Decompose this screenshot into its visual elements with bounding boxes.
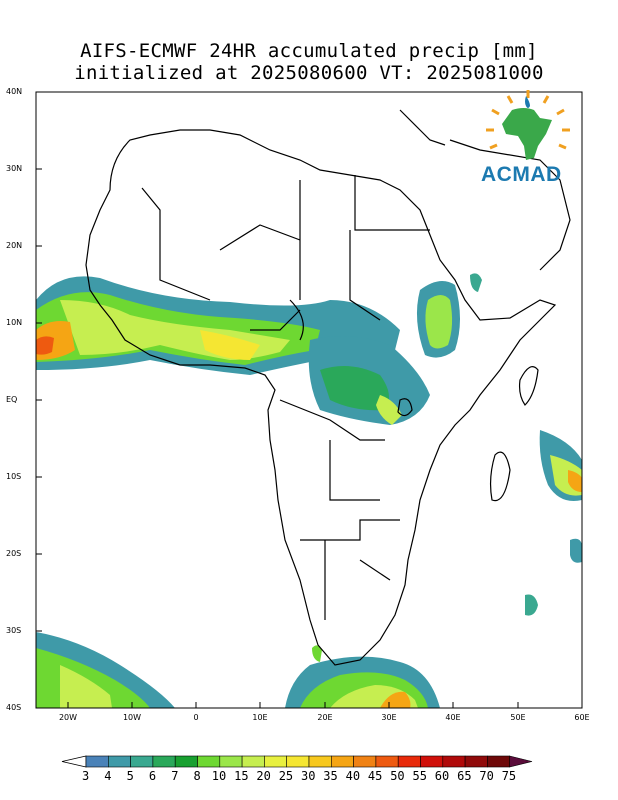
lon-label-0: 0 — [193, 713, 199, 722]
colorbar-label: 30 — [301, 769, 316, 783]
colorbar-swatch — [264, 755, 287, 768]
lon-label-10w: 10W — [122, 713, 142, 722]
colorbar-under-triangle — [61, 755, 87, 768]
colorbar-swatch — [353, 755, 377, 768]
lon-label-60e: 60E — [574, 713, 590, 722]
lon-label-20e: 20E — [317, 713, 333, 722]
lat-label-20s: 20S — [6, 549, 22, 558]
lat-label-40n: 40N — [6, 87, 23, 96]
colorbar-swatch — [219, 755, 243, 768]
colorbar-label: 15 — [234, 769, 249, 783]
acmad-logo-icon — [486, 90, 570, 160]
colorbar-swatch — [330, 755, 354, 768]
colorbar-swatch — [375, 755, 399, 768]
colorbar-swatch — [130, 755, 154, 768]
colorbar-swatch — [174, 755, 198, 768]
lon-label-30e: 30E — [381, 713, 397, 722]
colorbar-label: 6 — [148, 769, 157, 783]
colorbar-label: 20 — [256, 769, 271, 783]
axis-ticks — [36, 168, 519, 708]
lat-label-40s: 40S — [6, 703, 22, 712]
lat-label-eq: EQ — [6, 395, 18, 404]
colorbar-label: 40 — [345, 769, 361, 783]
lon-label-40e: 40E — [445, 713, 461, 722]
colorbar-label: 70 — [479, 769, 494, 783]
colorbar-swatch — [241, 755, 265, 768]
precip-field — [36, 273, 582, 708]
lon-label-10e: 10E — [252, 713, 268, 722]
coastlines-and-borders — [85, 109, 571, 666]
chart-title-line-1: AIFS-ECMWF 24HR accumulated precip [mm] — [80, 40, 538, 62]
colorbar-swatch — [487, 755, 510, 768]
lat-label-30n: 30N — [6, 164, 23, 173]
acmad-logo-text: ACMAD — [481, 163, 562, 186]
colorbar-label: 25 — [278, 769, 294, 783]
colorbar-swatch — [464, 755, 488, 768]
lat-label-30s: 30S — [6, 626, 22, 635]
chart-title-line-2: initialized at 2025080600 VT: 2025081000 — [74, 62, 544, 84]
colorbar-label: 10 — [211, 769, 227, 783]
colorbar-label: 65 — [457, 769, 472, 783]
lat-label-10s: 10S — [6, 472, 22, 481]
colorbar-label: 60 — [434, 769, 450, 783]
colorbar — [61, 755, 533, 768]
colorbar-swatch — [108, 755, 131, 768]
colorbar-label: 45 — [367, 769, 383, 783]
colorbar-swatch — [286, 755, 310, 768]
colorbar-swatch — [85, 755, 109, 768]
lat-label-20n: 20N — [6, 241, 23, 250]
colorbar-label: 55 — [412, 769, 427, 783]
colorbar-label: 7 — [171, 769, 179, 783]
colorbar-swatch — [442, 755, 466, 768]
lon-label-50e: 50E — [510, 713, 526, 722]
colorbar-label: 75 — [501, 769, 517, 783]
colorbar-label: 3 — [82, 769, 90, 783]
colorbar-label: 4 — [104, 769, 112, 783]
lat-label-10n: 10N — [6, 318, 23, 327]
colorbar-label: 8 — [193, 769, 201, 783]
colorbar-swatch — [420, 755, 444, 768]
colorbar-swatch — [397, 755, 421, 768]
lon-label-20w: 20W — [58, 713, 78, 722]
colorbar-label: 50 — [390, 769, 405, 783]
colorbar-swatch — [509, 755, 533, 768]
colorbar-swatch — [197, 755, 221, 768]
colorbar-swatch — [308, 755, 332, 768]
colorbar-label: 35 — [323, 769, 338, 783]
colorbar-label: 5 — [126, 769, 134, 783]
colorbar-swatch — [152, 755, 176, 768]
